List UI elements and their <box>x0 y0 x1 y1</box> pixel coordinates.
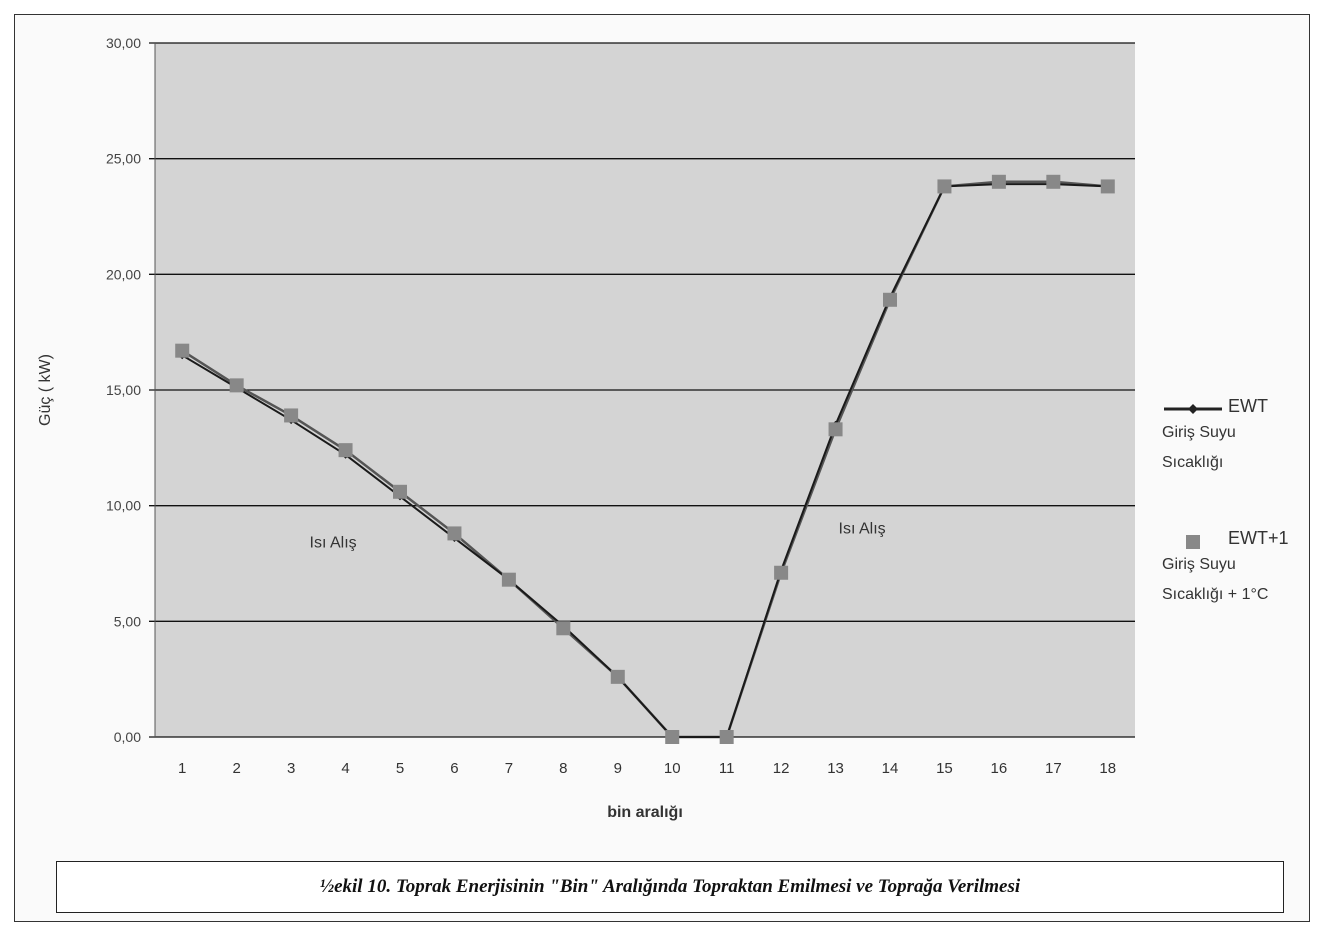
data-point-ewt-plus-1 <box>829 422 843 436</box>
y-tick-label: 30,00 <box>106 35 141 51</box>
x-tick-label: 15 <box>936 760 953 777</box>
legend-desc-line: Giriş Suyu <box>1162 418 1322 448</box>
y-axis-label: Güç ( kW) <box>37 354 54 426</box>
data-point-ewt-plus-1 <box>447 526 461 540</box>
data-point-ewt-plus-1 <box>720 730 734 744</box>
x-tick-label: 12 <box>773 760 790 777</box>
data-point-ewt-plus-1 <box>992 175 1006 189</box>
legend-name: EWT <box>1228 396 1268 417</box>
y-tick-label: 15,00 <box>106 382 141 398</box>
x-tick-label: 7 <box>505 760 513 777</box>
x-tick-label: 4 <box>341 760 349 777</box>
square-marker-icon <box>1164 534 1224 550</box>
data-point-ewt-plus-1 <box>937 179 951 193</box>
data-point-ewt-plus-1 <box>556 621 570 635</box>
legend-desc-line: Sıcaklığı <box>1162 448 1322 478</box>
x-axis-label: bin aralığı <box>607 804 683 821</box>
x-tick-label: 16 <box>991 760 1008 777</box>
y-tick-label: 20,00 <box>106 266 141 282</box>
annotation-heat-absorb-left: Isı Alış <box>310 534 357 551</box>
data-point-ewt-plus-1 <box>774 566 788 580</box>
data-point-ewt-plus-1 <box>1046 175 1060 189</box>
x-tick-label: 8 <box>559 760 567 777</box>
y-tick-label: 0,00 <box>114 729 141 745</box>
data-point-ewt-plus-1 <box>339 443 353 457</box>
y-axis-ticks: 0,00 5,00 10,00 15,00 20,00 25,00 30,00 <box>106 35 141 745</box>
legend-desc-line: Giriş Suyu <box>1162 550 1322 580</box>
data-point-ewt-plus-1 <box>393 485 407 499</box>
data-point-ewt-plus-1 <box>665 730 679 744</box>
x-tick-label: 3 <box>287 760 295 777</box>
x-tick-label: 18 <box>1099 760 1116 777</box>
legend-item-ewt: EWT Giriş Suyu Sıcaklığı <box>1158 396 1318 486</box>
x-tick-label: 10 <box>664 760 681 777</box>
data-point-ewt-plus-1 <box>883 293 897 307</box>
data-point-ewt-plus-1 <box>502 573 516 587</box>
x-axis-ticks: 1 2 3 4 5 6 7 8 9 10 11 12 13 14 15 16 17 18 <box>178 760 1116 777</box>
x-tick-label: 1 <box>178 760 186 777</box>
x-tick-label: 9 <box>614 760 622 777</box>
y-tick-label: 10,00 <box>106 498 141 514</box>
y-tick-label: 5,00 <box>114 613 141 629</box>
x-tick-label: 2 <box>232 760 240 777</box>
figure-caption-box: ½ekil 10. Toprak Enerjisinin "Bin" Aralı… <box>56 861 1284 913</box>
x-tick-label: 5 <box>396 760 404 777</box>
data-point-ewt-plus-1 <box>175 344 189 358</box>
annotation-heat-absorb-right: Isı Alış <box>839 520 886 537</box>
x-tick-label: 14 <box>882 760 899 777</box>
x-tick-label: 13 <box>827 760 844 777</box>
x-tick-label: 11 <box>719 760 735 777</box>
legend-description: Giriş Suyu Sıcaklığı + 1°C <box>1162 550 1322 610</box>
figure-caption: ½ekil 10. Toprak Enerjisinin "Bin" Aralı… <box>320 876 1020 898</box>
y-tick-label: 25,00 <box>106 151 141 167</box>
line-marker-icon <box>1164 402 1224 416</box>
legend: EWT Giriş Suyu Sıcaklığı EWT+1 Giriş Suy… <box>1158 396 1318 660</box>
legend-description: Giriş Suyu Sıcaklığı <box>1162 418 1322 478</box>
legend-name: EWT+1 <box>1228 528 1289 549</box>
legend-item-ewt-plus-1: EWT+1 Giriş Suyu Sıcaklığı + 1°C <box>1158 528 1318 618</box>
data-point-ewt-plus-1 <box>611 670 625 684</box>
data-point-ewt-plus-1 <box>230 378 244 392</box>
data-point-ewt-plus-1 <box>284 408 298 422</box>
x-tick-label: 6 <box>450 760 458 777</box>
x-tick-label: 17 <box>1045 760 1062 777</box>
data-point-ewt-plus-1 <box>1101 179 1115 193</box>
legend-desc-line: Sıcaklığı + 1°C <box>1162 580 1322 610</box>
